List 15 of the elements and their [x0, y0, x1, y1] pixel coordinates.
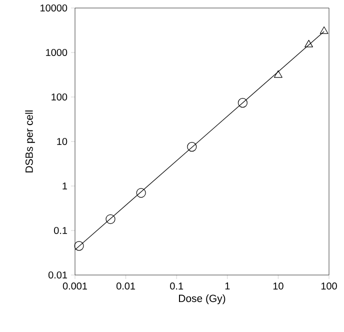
x-tick-label: 1	[225, 282, 230, 290]
y-tick-label: 10	[57, 138, 68, 146]
y-tick-label: 100	[52, 93, 68, 101]
x-tick-label: 0.1	[170, 282, 184, 290]
x-tick-label: 10	[273, 282, 284, 290]
y-tick-label: 1	[62, 182, 68, 190]
y-tick-label: 0.1	[54, 226, 68, 234]
x-tick-label: 100	[321, 282, 337, 290]
y-tick-label: 0.01	[48, 271, 68, 279]
y-tick-label: 1000	[46, 48, 68, 56]
y-axis-title: DSBs per cell	[25, 110, 35, 172]
x-tick-label: 0.01	[116, 282, 136, 290]
y-tick-label: 10000	[40, 4, 68, 12]
x-axis-title: Dose (Gy)	[179, 294, 226, 304]
x-tick-label: 0.001	[62, 282, 87, 290]
